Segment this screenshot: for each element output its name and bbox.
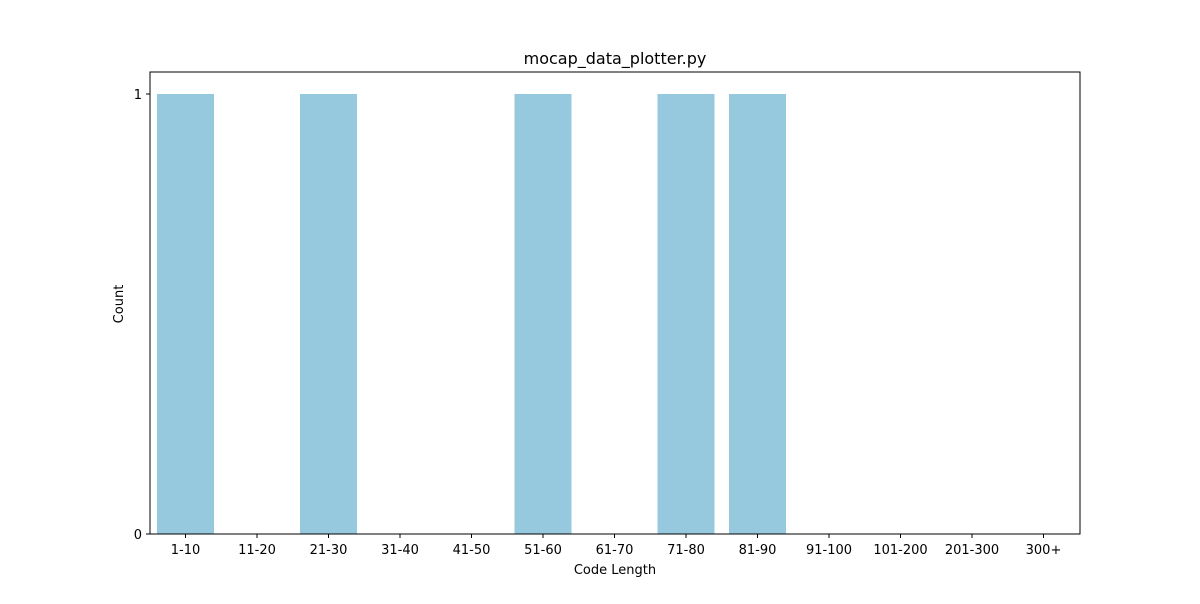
x-axis-ticks: 1-10 11-20 21-30 31-40 41-50 51-60 61-70 71-80 8… [171,534,1062,558]
bar-71-80 [657,94,715,534]
plot-frame [149,71,1081,535]
x-tick-label: 31-40 [381,543,419,558]
x-tick-label: 51-60 [524,543,562,558]
x-tick-label: 61-70 [596,543,634,558]
bar-51-60 [514,94,572,534]
x-tick-label: 11-20 [238,543,276,558]
x-tick-label: 201-300 [945,543,999,558]
x-tick-label: 81-90 [739,543,777,558]
x-tick-label: 91-100 [806,543,852,558]
y-tick-label: 1 [134,88,142,103]
bar-21-30 [300,94,357,534]
y-axis-ticks: 01 [134,88,150,543]
x-tick-label: 300+ [1026,543,1062,558]
bars-group [157,94,786,534]
x-tick-label: 101-200 [873,543,927,558]
x-axis-label: Code Length [574,563,656,578]
y-tick-label: 0 [134,528,142,543]
x-tick-label: 71-80 [667,543,705,558]
x-tick-label: 1-10 [171,543,201,558]
bar-1-10 [157,94,214,534]
x-tick-label: 21-30 [310,543,348,558]
chart-title: mocap_data_plotter.py [524,49,707,69]
bar-81-90 [729,94,786,534]
x-tick-label: 41-50 [453,543,491,558]
y-axis-label: Count [112,285,127,324]
